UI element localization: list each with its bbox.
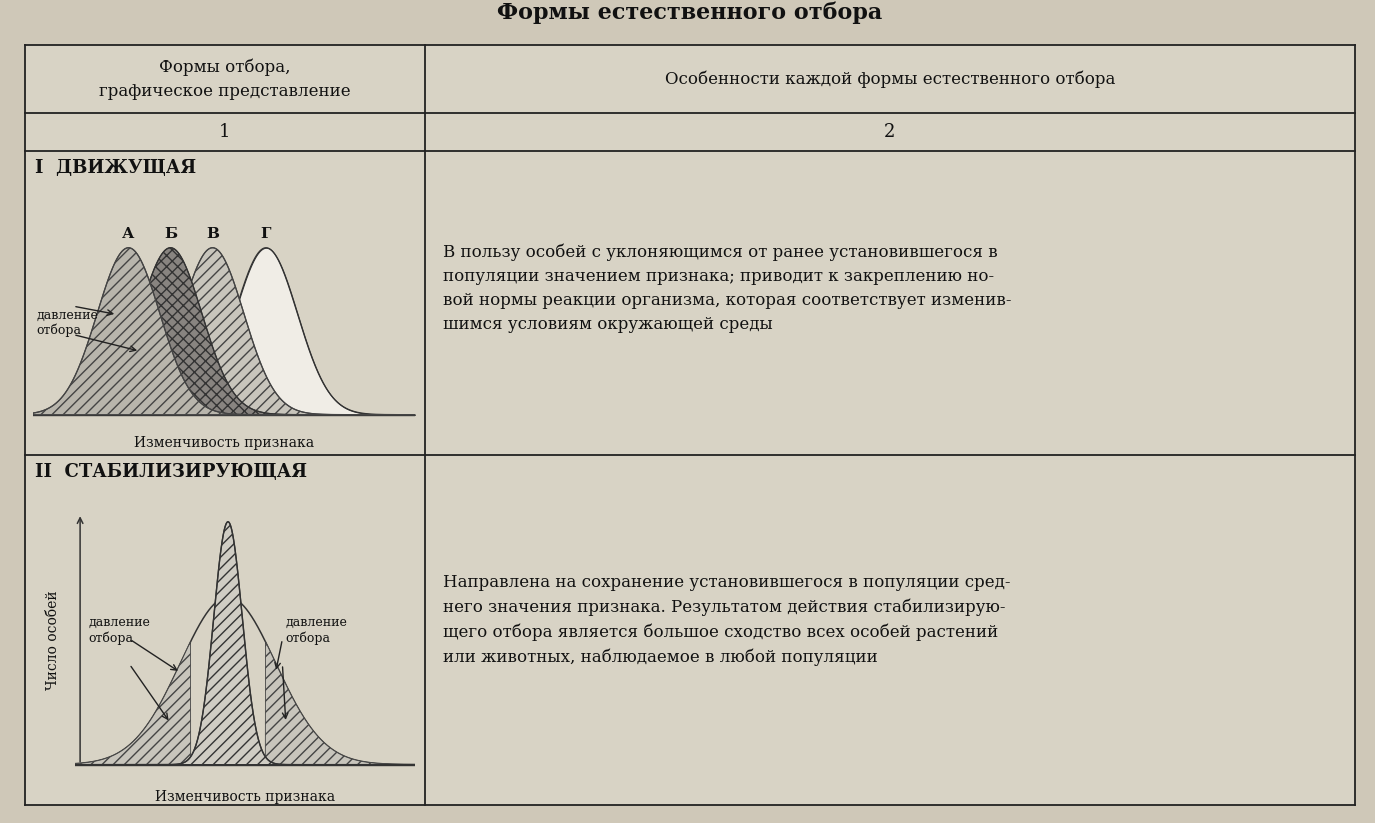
Text: Особенности каждой формы естественного отбора: Особенности каждой формы естественного о… [664,70,1115,88]
Text: давление
отбора: давление отбора [88,616,150,645]
Text: Изменчивость признака: Изменчивость признака [133,436,314,450]
Text: В пользу особей с уклоняющимся от ранее установившегося в
популяции значением пр: В пользу особей с уклоняющимся от ранее … [443,243,1012,333]
Text: Формы отбора,
графическое представление: Формы отбора, графическое представление [99,58,351,100]
Text: В: В [206,227,219,241]
Text: 1: 1 [219,123,231,141]
Text: Г: Г [261,227,271,241]
Text: 2: 2 [884,123,895,141]
Text: Формы естественного отбора: Формы естественного отбора [498,2,883,24]
Text: Направлена на сохранение установившегося в популяции сред-
него значения признак: Направлена на сохранение установившегося… [443,574,1011,666]
Text: А: А [122,227,135,241]
Text: Изменчивость признака: Изменчивость признака [155,790,336,804]
Text: Число особей: Число особей [45,590,60,690]
Text: давление
отбора: давление отбора [286,616,348,645]
Text: II  СТАБИЛИЗИРУЮЩАЯ: II СТАБИЛИЗИРУЮЩАЯ [34,463,307,481]
Text: Б: Б [164,227,177,241]
Text: давление
отбора: давление отбора [37,309,99,337]
Text: I  ДВИЖУЩАЯ: I ДВИЖУЩАЯ [34,159,197,177]
